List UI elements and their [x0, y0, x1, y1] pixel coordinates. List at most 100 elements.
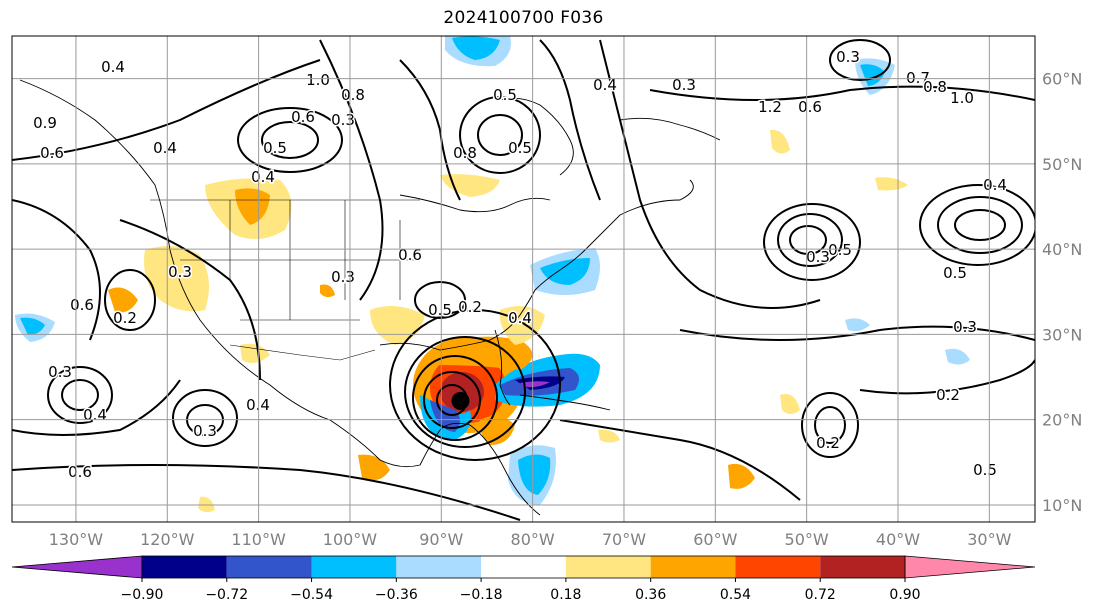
latitude-label: 60°N [1042, 70, 1082, 89]
colorbar-tick-label: 0.90 [889, 587, 920, 603]
contour-label: 0.9 [33, 114, 57, 132]
latitude-label: 10°N [1042, 496, 1082, 515]
contour-line [559, 419, 801, 501]
colorbar-swatch [735, 556, 821, 578]
cold-anomaly-shading [20, 317, 45, 335]
colorbar-swatch [142, 556, 227, 578]
warm-anomaly-shading [728, 463, 755, 489]
colorbar-low-extend [11, 555, 143, 579]
contour-label: 0.3 [836, 48, 860, 66]
contour-label: 0.6 [398, 246, 422, 264]
contour-label: 0.4 [101, 58, 125, 76]
contour-line [777, 213, 843, 267]
longitude-labels: 130°W 120°W 110°W 100°W 90°W 80°W 70°W 60°W 50°W… [49, 530, 1012, 549]
contour-label: 0.4 [983, 176, 1007, 194]
contour-label: 0.4 [251, 168, 275, 186]
contour-label: 0.5 [828, 241, 852, 259]
cuba-coast [519, 394, 611, 411]
contour-line [859, 359, 1035, 395]
colorbar-tick-label: 0.18 [550, 587, 581, 603]
contour-line [763, 203, 861, 281]
contour-label: 0.8 [453, 144, 477, 162]
cold-anomaly-shading [452, 36, 500, 60]
shaded-fields [15, 36, 970, 513]
longitude-label: 130°W [49, 530, 104, 549]
contour-label: 0.2 [936, 386, 960, 404]
contour-line [404, 336, 526, 448]
gulf-atlantic-coastline [379, 179, 694, 351]
colorbar-swatch [481, 556, 566, 578]
contour-label: 0.3 [953, 318, 977, 336]
contour-line [599, 39, 821, 309]
colorbar-swatch [396, 556, 482, 578]
map-frame [11, 35, 1036, 523]
contour-line [412, 355, 498, 441]
warm-anomaly-shading [499, 306, 545, 345]
contour-line [399, 59, 461, 201]
colorbar-swatch [820, 556, 905, 578]
contour-line [261, 121, 319, 159]
contour-line [319, 39, 384, 301]
hurricane-center-dot [451, 391, 470, 410]
contour-line [954, 209, 1006, 241]
contour-label: 0.4 [246, 396, 270, 414]
contour-label: 0.5 [508, 139, 532, 157]
warm-anomaly-shading [770, 129, 790, 154]
us-mexico-border [229, 344, 376, 361]
contour-label: 0.2 [113, 309, 137, 327]
state-borders [180, 200, 420, 321]
pacific-coastline [19, 79, 441, 468]
longitude-label: 80°W [511, 530, 555, 549]
warm-anomaly-shading [198, 496, 215, 513]
contour-line [937, 196, 1023, 254]
colorbar-swatch [311, 556, 397, 578]
contour-label: 0.2 [816, 434, 840, 452]
contour-line [12, 379, 181, 436]
cold-anomaly-shading [518, 454, 551, 495]
colorbar-tick-label: 0.36 [635, 587, 666, 603]
contour-label: 0.8 [923, 78, 947, 96]
contour-label: 0.3 [331, 111, 355, 129]
contour-label: 1.0 [950, 89, 974, 107]
contour-label: 0.5 [428, 301, 452, 319]
contour-line [12, 199, 101, 341]
colorbar: −0.90 −0.72 −0.54 −0.36 −0.18 0.18 0.36 0.54 0.7… [11, 555, 1036, 603]
longitude-label: 120°W [140, 530, 195, 549]
map-panel: 0.41.00.80.90.60.50.4 0.31.2 0.60.30.71.00… [12, 36, 1035, 522]
contour-line [679, 325, 1035, 341]
colorbar-tick-label: 0.72 [805, 587, 836, 603]
contour-line [237, 107, 343, 173]
contour-label: 0.3 [48, 363, 72, 381]
contour-line [12, 464, 521, 521]
warm-anomaly-shading [235, 188, 270, 225]
contour-label: 0.6 [291, 108, 315, 126]
contour-label: 0.4 [508, 309, 532, 327]
warm-anomaly-shading [598, 429, 620, 443]
contour-label: 1.2 [758, 98, 782, 116]
colorbar-tick-label: −0.54 [290, 587, 333, 603]
contour-line [477, 114, 523, 156]
latitude-label: 20°N [1042, 411, 1082, 430]
contour-line [389, 309, 561, 461]
cold-anomaly-shading [945, 348, 970, 365]
contour-line [829, 39, 891, 81]
longitude-label: 60°W [693, 530, 737, 549]
colorbar-high-extend [904, 555, 1036, 579]
longitude-label: 50°W [785, 530, 829, 549]
contour-label: 0.6 [40, 144, 64, 162]
latitude-label: 40°N [1042, 240, 1082, 259]
contour-line [104, 269, 156, 331]
colorbar-swatch [565, 556, 651, 578]
colorbar-tick-label: 0.54 [720, 587, 751, 603]
contour-line [814, 406, 846, 444]
colorbar-tick-label: −0.36 [375, 587, 418, 603]
contour-label: 0.6 [70, 296, 94, 314]
contour-label: 0.5 [263, 139, 287, 157]
contour-lines [12, 39, 1035, 521]
contour-label: 0.5 [493, 86, 517, 104]
longitude-label: 90°W [419, 530, 463, 549]
cold-anomaly-shading [845, 318, 870, 332]
contour-labels: 0.41.00.80.90.60.50.4 0.31.2 0.60.30.71.00… [32, 47, 1009, 483]
contour-line [459, 96, 541, 174]
political-borders [150, 199, 420, 361]
